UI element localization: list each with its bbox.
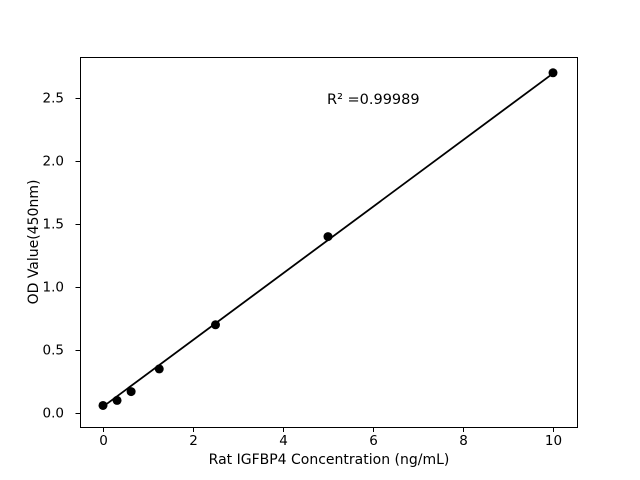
data-point	[98, 400, 108, 410]
data-point	[548, 68, 558, 78]
r-squared-annotation: R² =0.99989	[327, 92, 420, 108]
data-point	[126, 387, 136, 397]
y-tick-label: 0.5	[42, 341, 64, 358]
x-tick-label: 0	[99, 433, 108, 449]
y-axis-label: OD Value(450nm)	[26, 179, 42, 305]
x-tick-label: 10	[544, 433, 563, 449]
y-tick-label: 0.0	[42, 404, 64, 421]
x-tick-label: 2	[189, 433, 198, 449]
y-tick-label: 1.0	[42, 278, 64, 295]
x-tick-label: 8	[459, 433, 468, 449]
y-tick-label: 1.5	[42, 215, 64, 232]
x-axis-label: Rat IGFBP4 Concentration (ng/mL)	[208, 452, 450, 468]
y-tick-label: 2.5	[42, 89, 64, 106]
y-tick-label: 2.0	[42, 152, 64, 169]
data-point	[323, 232, 333, 242]
x-tick-label: 4	[279, 433, 288, 449]
data-point	[211, 320, 220, 330]
x-tick-label: 6	[369, 433, 378, 449]
plot-spines	[80, 57, 578, 428]
data-point	[154, 364, 164, 374]
data-point	[112, 395, 122, 405]
